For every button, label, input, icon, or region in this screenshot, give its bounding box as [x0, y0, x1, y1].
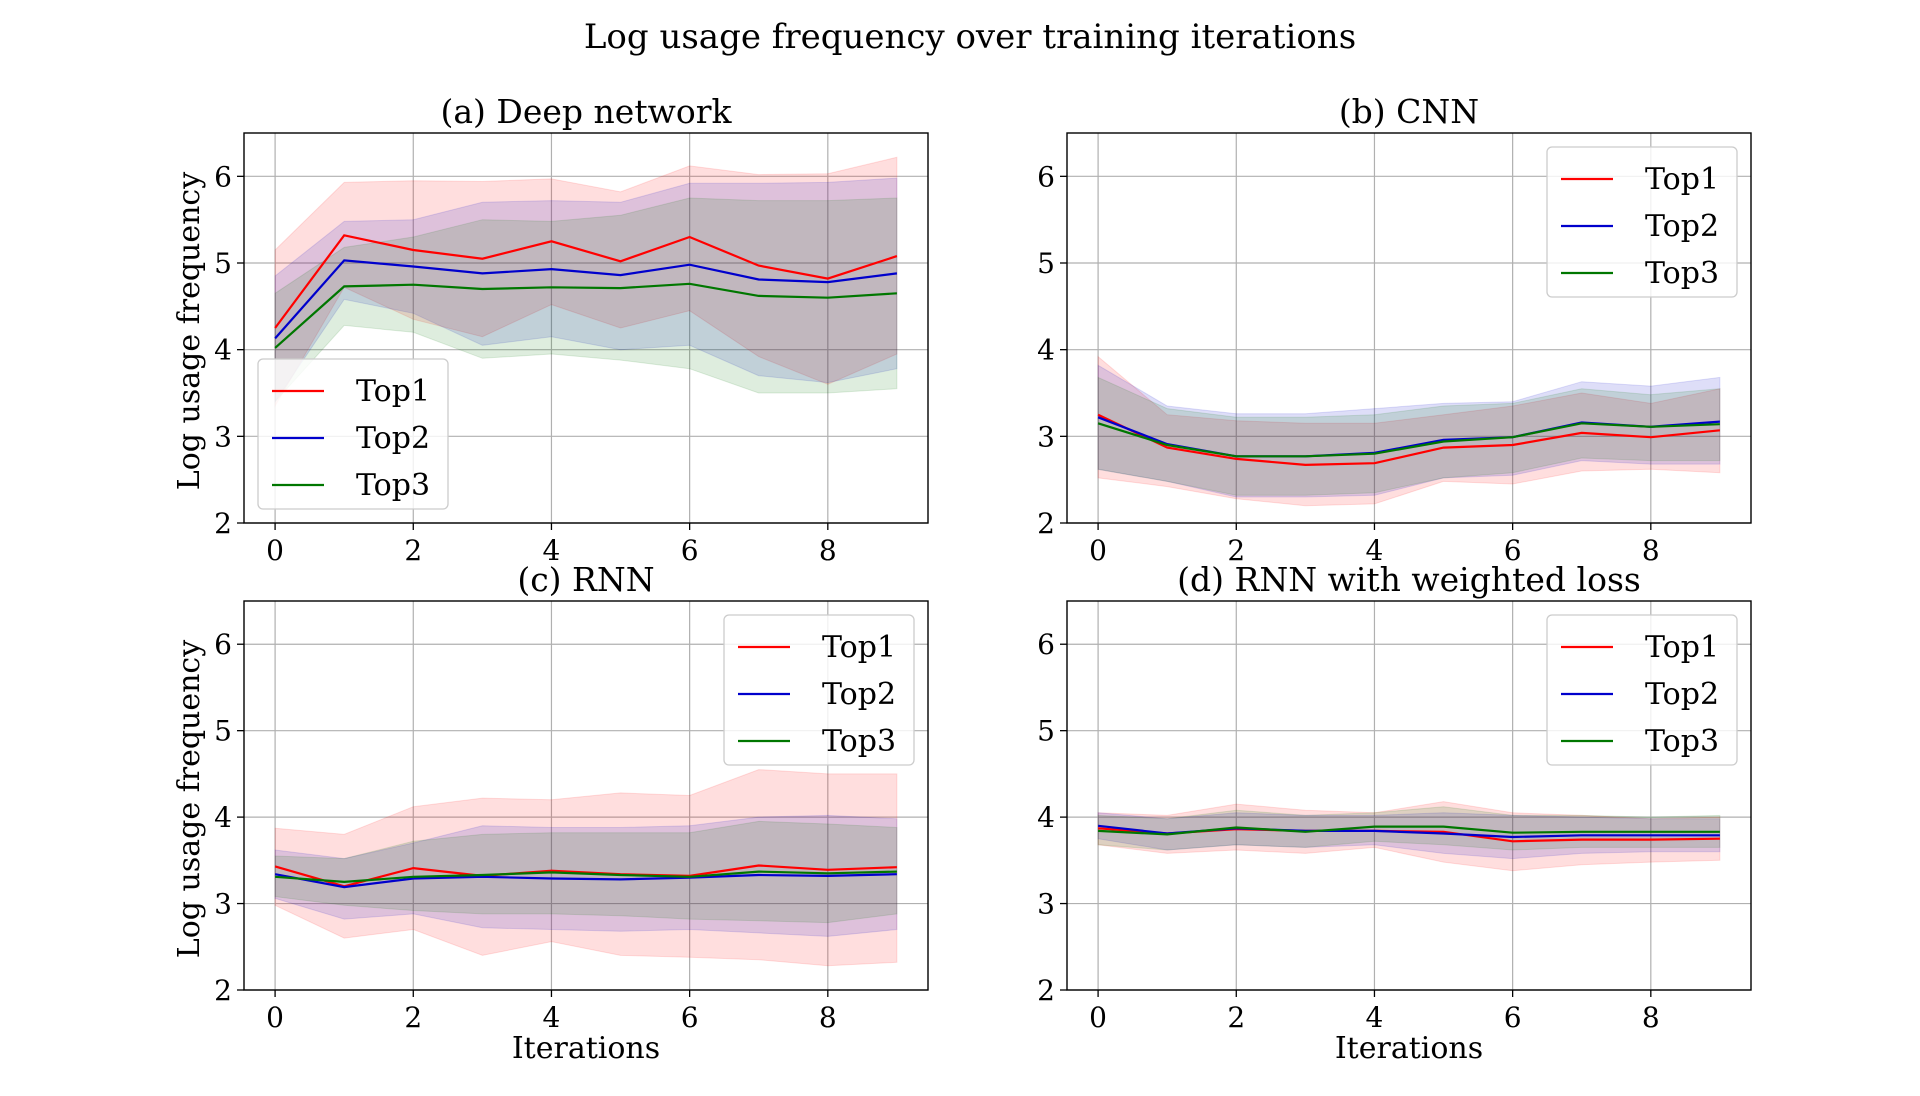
x-axis-label: Iterations	[1335, 1031, 1483, 1066]
legend-label: Top2	[356, 421, 430, 456]
y-tick-label: 2	[1037, 507, 1055, 540]
x-tick-label: 4	[543, 534, 561, 567]
y-tick-label: 4	[214, 334, 232, 367]
y-tick-label: 2	[214, 974, 232, 1007]
band-top1	[1097, 355, 1721, 507]
y-tick-label: 4	[1037, 801, 1055, 834]
legend-box	[723, 614, 915, 766]
axes-frame	[1066, 132, 1752, 524]
panel-a: (a) Deep network Log usage frequency 0 2 4…	[172, 92, 929, 567]
axes-frame	[243, 132, 929, 524]
panel-title: (d) RNN with weighted loss	[1177, 560, 1641, 599]
x-tick-label: 4	[1366, 534, 1384, 567]
band-top1	[274, 156, 898, 408]
panel-title: (b) CNN	[1339, 92, 1479, 131]
legend: Top1 Top2 Top3	[257, 358, 449, 510]
band-top3	[1097, 376, 1721, 496]
x-tick-label: 2	[1227, 1001, 1245, 1034]
x-tick-label: 2	[1227, 534, 1245, 567]
series-line-top1	[1097, 413, 1721, 467]
x-tick-label: 0	[266, 534, 284, 567]
axes-frame	[1066, 600, 1752, 991]
series-line-top3	[1098, 825, 1720, 836]
legend: Top1 Top2 Top3	[1546, 614, 1738, 766]
y-tick-label: 3	[214, 420, 232, 453]
legend-label: Top2	[1645, 209, 1719, 244]
band-top2	[1097, 364, 1721, 498]
y-tick-label: 5	[214, 715, 232, 748]
series-line-top2	[274, 873, 897, 889]
legend-label: Top1	[822, 630, 896, 665]
y-axis-label: Log usage frequency	[172, 640, 207, 958]
legend-box	[1546, 614, 1738, 766]
y-tick-label: 6	[214, 160, 232, 193]
panel-title: (a) Deep network	[441, 92, 733, 131]
x-tick-label: 8	[819, 534, 837, 567]
legend-label: Top1	[1645, 162, 1719, 197]
y-tick-label: 6	[1037, 160, 1055, 193]
y-tick-label: 3	[1037, 420, 1055, 453]
x-tick-label: 6	[1504, 1001, 1522, 1034]
x-tick-label: 8	[819, 1001, 837, 1034]
band-top2	[1097, 812, 1721, 860]
y-tick-label: 3	[1037, 888, 1055, 921]
band-top3	[274, 197, 898, 403]
x-tick-label: 2	[404, 1001, 422, 1034]
series-line-top1	[274, 864, 897, 888]
legend-label: Top2	[822, 677, 896, 712]
y-tick-label: 5	[214, 247, 232, 280]
y-tick-label: 3	[214, 888, 232, 921]
legend-label: Top3	[1645, 256, 1719, 291]
band-top2	[274, 177, 898, 404]
y-tick-label: 4	[214, 801, 232, 834]
series-line-top3	[1097, 422, 1720, 458]
figure-title: Log usage frequency over training iterat…	[584, 17, 1356, 57]
y-tick-label: 6	[1037, 628, 1055, 661]
y-axis-label: Log usage frequency	[172, 172, 207, 490]
panel-b: (b) CNN 0 2 4 6 8 2 3 4 5 6 Top1 Top2 Top3	[1037, 92, 1752, 567]
x-tick-label: 6	[681, 1001, 699, 1034]
x-tick-label: 4	[543, 1001, 561, 1034]
legend-label: Top3	[1645, 724, 1719, 759]
x-tick-label: 0	[1089, 534, 1107, 567]
x-tick-label: 0	[266, 1001, 284, 1034]
y-tick-label: 5	[1037, 715, 1055, 748]
legend-box	[1546, 146, 1738, 298]
series-line-top3	[275, 870, 897, 884]
band-top1	[1097, 801, 1721, 872]
panel-title: (c) RNN	[517, 560, 654, 599]
panel-d: (d) RNN with weighted loss Iterations 0 2…	[1037, 560, 1752, 1066]
x-tick-label: 8	[1642, 534, 1660, 567]
x-tick-label: 0	[1089, 1001, 1107, 1034]
legend-label: Top2	[1645, 677, 1719, 712]
y-tick-label: 4	[1037, 334, 1055, 367]
x-tick-label: 6	[1504, 534, 1522, 567]
y-tick-label: 5	[1037, 247, 1055, 280]
series-line-top3	[274, 282, 897, 349]
series-line-top2	[274, 259, 898, 340]
legend-label: Top3	[822, 724, 896, 759]
series-line-top1	[274, 234, 898, 329]
axes-frame	[243, 600, 929, 991]
legend-label: Top3	[356, 468, 430, 503]
band-top2	[274, 814, 898, 937]
x-tick-label: 2	[404, 534, 422, 567]
x-tick-label: 6	[681, 534, 699, 567]
y-tick-label: 2	[214, 507, 232, 540]
y-tick-label: 2	[1037, 974, 1055, 1007]
legend-label: Top1	[1645, 630, 1719, 665]
x-axis-label: Iterations	[512, 1031, 660, 1066]
band-top1	[274, 769, 898, 967]
panel-c: (c) RNN Log usage frequency Iterations 0…	[172, 560, 929, 1066]
legend-box	[257, 358, 449, 510]
legend: Top1 Top2 Top3	[723, 614, 915, 766]
legend-label: Top1	[356, 374, 430, 409]
legend: Top1 Top2 Top3	[1546, 146, 1738, 298]
x-tick-label: 8	[1642, 1001, 1660, 1034]
x-tick-label: 4	[1366, 1001, 1384, 1034]
y-tick-label: 6	[214, 628, 232, 661]
